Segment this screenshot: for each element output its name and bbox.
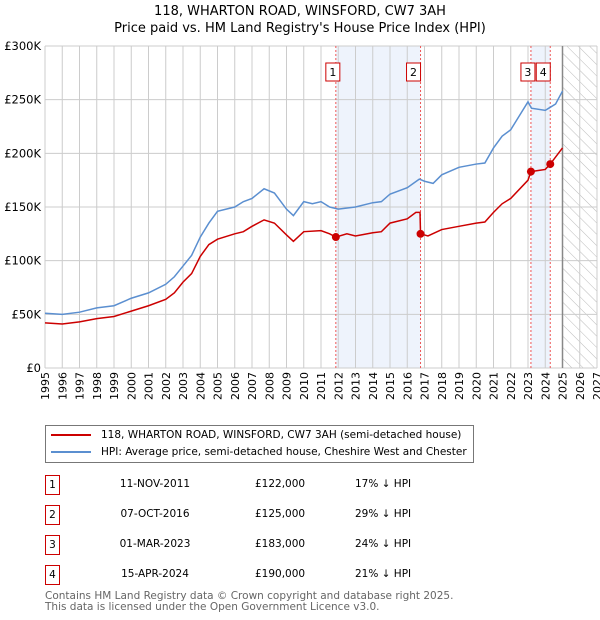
sale-label-box bbox=[520, 62, 536, 82]
x-tick-label: 2023 bbox=[522, 372, 535, 400]
y-tick-label: £200K bbox=[4, 146, 41, 160]
footer-line-1: Contains HM Land Registry data © Crown c… bbox=[45, 590, 454, 602]
sale-price: £190,000 bbox=[255, 568, 306, 580]
sale-price: £122,000 bbox=[255, 478, 306, 490]
y-tick-label: £50K bbox=[12, 307, 42, 321]
chart-title: 118, WHARTON ROAD, WINSFORD, CW7 3AH bbox=[154, 4, 446, 19]
sale-date: 01-MAR-2023 bbox=[119, 538, 191, 550]
y-tick-label: £100K bbox=[4, 254, 41, 268]
x-tick-label: 1996 bbox=[56, 372, 69, 400]
sale-label: 3 bbox=[524, 66, 531, 79]
x-tick-label: 2020 bbox=[470, 372, 483, 400]
x-tick-label: 2008 bbox=[263, 372, 276, 400]
x-tick-label: 2024 bbox=[539, 372, 552, 400]
x-tick-label: 2001 bbox=[143, 372, 156, 400]
sale-point bbox=[546, 160, 555, 169]
x-tick-label: 2003 bbox=[177, 372, 190, 400]
chart-subtitle: Price paid vs. HM Land Registry's House … bbox=[114, 21, 486, 36]
sale-label-box bbox=[406, 62, 422, 82]
x-tick-label: 2019 bbox=[453, 372, 466, 400]
x-tick-label: 1998 bbox=[91, 372, 104, 400]
sale-point bbox=[416, 229, 425, 238]
legend-label-hpi: HPI: Average price, semi-detached house,… bbox=[101, 446, 467, 458]
x-tick-label: 2022 bbox=[505, 372, 518, 400]
y-tick-label: £150K bbox=[4, 200, 41, 214]
footer-line-2: This data is licensed under the Open Gov… bbox=[45, 601, 380, 613]
footer: Contains HM Land Registry data © Crown c… bbox=[45, 591, 453, 613]
sale-marker-box: 1 bbox=[45, 475, 60, 495]
x-tick-label: 2021 bbox=[488, 372, 501, 400]
x-tick-label: 2000 bbox=[125, 372, 138, 400]
y-tick-label: £250K bbox=[4, 93, 41, 107]
sale-label-box bbox=[325, 62, 341, 82]
sale-price: £125,000 bbox=[255, 508, 306, 520]
x-tick-label: 2004 bbox=[194, 372, 207, 400]
legend-swatch-hpi bbox=[51, 451, 91, 453]
x-tick-label: 2011 bbox=[315, 372, 328, 400]
sale-label: 2 bbox=[410, 66, 417, 79]
x-tick-label: 2006 bbox=[229, 372, 242, 400]
x-tick-label: 2012 bbox=[332, 372, 345, 400]
x-tick-label: 2010 bbox=[298, 372, 311, 400]
sale-marker-box: 3 bbox=[45, 535, 60, 555]
x-tick-label: 1995 bbox=[39, 372, 52, 400]
x-tick-label: 1999 bbox=[108, 372, 121, 400]
sale-label-box bbox=[535, 62, 551, 82]
sale-date: 07-OCT-2016 bbox=[120, 508, 190, 520]
sale-marker-box: 4 bbox=[45, 565, 60, 585]
sale-marker-box: 2 bbox=[45, 505, 60, 525]
x-tick-label: 2013 bbox=[350, 372, 363, 400]
hpi-line bbox=[44, 90, 564, 316]
x-tick-label: 2005 bbox=[212, 372, 225, 400]
sale-point bbox=[331, 233, 340, 242]
sale-date: 11-NOV-2011 bbox=[119, 478, 191, 490]
sale-label: 1 bbox=[329, 66, 336, 79]
price-chart: 1995 1996 1997 1998 1999 2000 2001 2002 2003 2004… bbox=[4, 39, 600, 400]
x-tick-label: 2026 bbox=[574, 372, 587, 400]
sale-row: 3 01-MAR-2023 £183,000 24% ↓ HPI bbox=[45, 535, 465, 555]
x-tick-label: 1997 bbox=[74, 372, 87, 400]
sale-row: 2 07-OCT-2016 £125,000 29% ↓ HPI bbox=[45, 505, 465, 525]
y-tick-label: £0 bbox=[26, 361, 41, 375]
sale-point bbox=[526, 167, 535, 176]
sale-hpi-diff: 24% ↓ HPI bbox=[355, 538, 412, 550]
sale-row: 1 11-NOV-2011 £122,000 17% ↓ HPI bbox=[45, 475, 465, 495]
sale-hpi-diff: 21% ↓ HPI bbox=[355, 568, 412, 580]
x-tick-label: 2017 bbox=[419, 372, 432, 400]
legend-swatch-property bbox=[51, 434, 91, 436]
x-tick-label: 2015 bbox=[384, 372, 397, 400]
property-price-line bbox=[44, 147, 564, 325]
x-tick-label: 2002 bbox=[160, 372, 173, 400]
legend-label-property: 118, WHARTON ROAD, WINSFORD, CW7 3AH (se… bbox=[101, 429, 462, 441]
x-tick-label: 2007 bbox=[246, 372, 259, 400]
x-tick-label: 2018 bbox=[436, 372, 449, 400]
y-tick-label: £300K bbox=[4, 39, 41, 53]
sale-hpi-diff: 17% ↓ HPI bbox=[355, 478, 412, 490]
legend: 118, WHARTON ROAD, WINSFORD, CW7 3AH (se… bbox=[45, 425, 474, 463]
sale-label: 4 bbox=[540, 66, 547, 79]
x-tick-label: 2014 bbox=[367, 372, 380, 400]
sale-row: 4 15-APR-2024 £190,000 21% ↓ HPI bbox=[45, 565, 465, 585]
sale-price: £183,000 bbox=[255, 538, 306, 550]
sale-date: 15-APR-2024 bbox=[121, 568, 189, 580]
x-tick-label: 2016 bbox=[401, 372, 414, 400]
x-tick-label: 2025 bbox=[557, 372, 570, 400]
x-tick-label: 2027 bbox=[591, 372, 600, 400]
x-tick-label: 2009 bbox=[281, 372, 294, 400]
sale-hpi-diff: 29% ↓ HPI bbox=[355, 508, 412, 520]
